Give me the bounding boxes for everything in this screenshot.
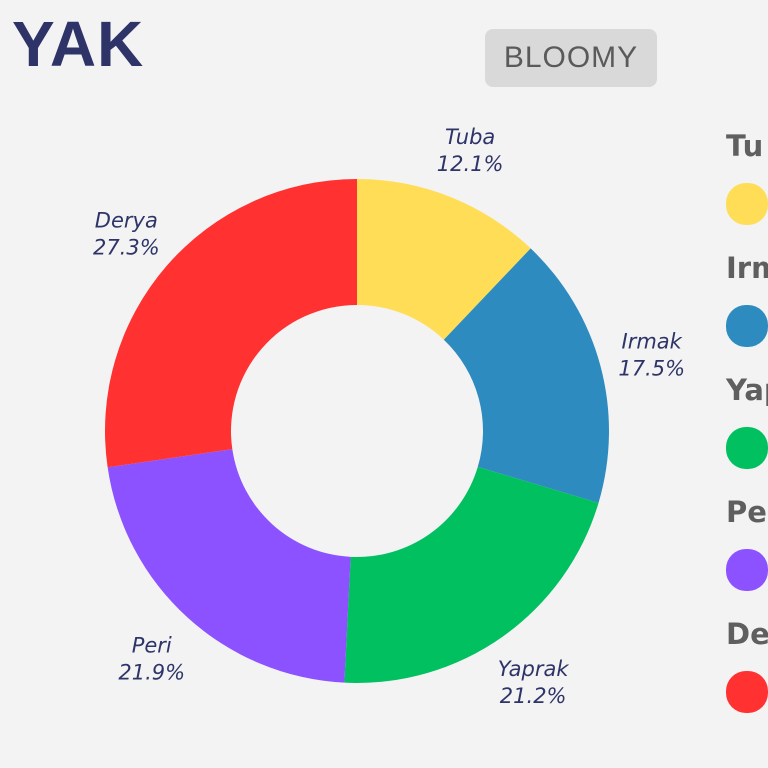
legend-swatch-derya bbox=[726, 671, 768, 713]
slice-percent-derya: 27.3% bbox=[93, 235, 160, 259]
slice-label-yaprak: Yaprak 21.2% bbox=[498, 657, 570, 708]
legend-swatch-peri bbox=[726, 549, 768, 591]
slice-label-tuba: Tuba 12.1% bbox=[437, 125, 504, 176]
legend-swatch-irmak bbox=[726, 305, 768, 347]
slice-name-peri: Peri bbox=[132, 634, 172, 658]
slice-name-tuba: Tuba bbox=[445, 125, 495, 149]
slice-label-peri: Peri 21.9% bbox=[118, 634, 185, 685]
slice-tuba bbox=[357, 179, 531, 340]
legend-label-yaprak: Yap bbox=[725, 373, 768, 407]
legend-swatch-yaprak bbox=[726, 427, 768, 469]
slice-yaprak bbox=[344, 466, 599, 683]
slice-percent-peri: 21.9% bbox=[118, 661, 185, 685]
slice-percent-yaprak: 21.2% bbox=[500, 684, 567, 708]
slice-irmak bbox=[443, 248, 609, 503]
brand-badge: BLOOMY bbox=[485, 29, 657, 87]
slice-name-derya: Derya bbox=[95, 208, 158, 232]
slice-name-yaprak: Yaprak bbox=[498, 657, 570, 681]
slice-percent-irmak: 17.5% bbox=[618, 356, 685, 380]
slice-derya bbox=[105, 179, 357, 468]
slice-percent-tuba: 12.1% bbox=[437, 152, 504, 176]
chart-title: YAK bbox=[12, 8, 145, 80]
legend-label-peri: Per bbox=[726, 495, 768, 529]
legend-label-tuba: Tu bbox=[726, 129, 763, 163]
legend-swatch-tuba bbox=[726, 183, 768, 225]
legend-label-derya: De bbox=[726, 617, 768, 651]
slice-label-irmak: Irmak 17.5% bbox=[618, 329, 685, 380]
legend-label-irmak: Irm bbox=[726, 251, 768, 285]
slice-name-irmak: Irmak bbox=[622, 329, 683, 353]
slice-peri bbox=[107, 449, 351, 683]
slice-label-derya: Derya 27.3% bbox=[93, 208, 160, 259]
